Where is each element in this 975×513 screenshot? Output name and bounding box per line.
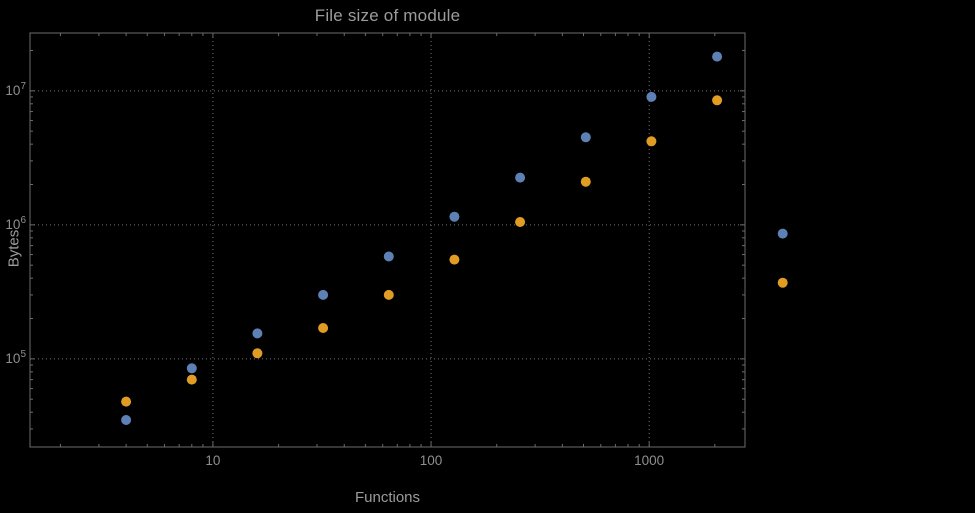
tick-labels: 10 100 1000 105 106 107 — [5, 81, 664, 468]
data-point — [383, 289, 394, 300]
data-point — [646, 91, 657, 102]
data-point — [121, 415, 132, 425]
data-point — [580, 132, 591, 143]
series-orange — [121, 95, 788, 407]
x-tick-label: 1000 — [634, 453, 664, 468]
data-point — [712, 51, 723, 62]
data-point — [383, 251, 394, 262]
series-blue — [121, 51, 788, 425]
data-point — [515, 217, 526, 227]
data-point — [121, 396, 132, 407]
data-point — [186, 374, 197, 385]
y-axis-label: Bytes — [5, 229, 23, 268]
x-tick-label: 100 — [420, 453, 443, 468]
axis-ticks — [30, 33, 745, 447]
data-point — [186, 363, 197, 374]
y-tick-label: 106 — [5, 215, 26, 232]
data-points — [121, 51, 788, 425]
frame-rect — [29, 32, 746, 448]
grid-lines — [30, 33, 745, 447]
y-tick-label: 105 — [5, 349, 26, 366]
data-point — [580, 176, 591, 187]
data-point — [318, 323, 329, 333]
data-point — [449, 211, 460, 222]
data-point — [252, 328, 263, 339]
y-tick-label: 107 — [5, 81, 26, 98]
data-point — [449, 254, 460, 265]
data-point — [777, 228, 788, 239]
data-point — [646, 136, 657, 147]
x-axis-label: Functions — [354, 489, 421, 506]
data-point — [252, 348, 263, 359]
plot-title: File size of module — [314, 6, 461, 25]
data-point — [515, 172, 526, 183]
data-point — [777, 277, 788, 288]
data-point — [712, 95, 723, 106]
x-tick-label: 10 — [205, 453, 220, 468]
data-point — [318, 289, 329, 300]
plot-frame — [29, 32, 746, 448]
